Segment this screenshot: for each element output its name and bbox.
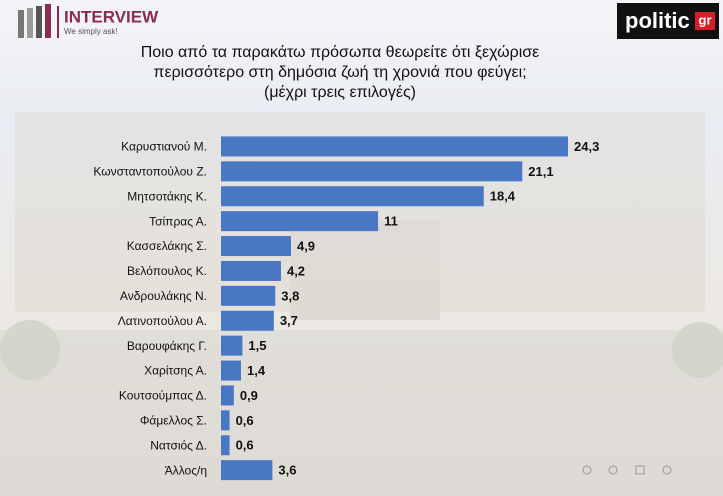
category-label: Νατσιός Δ.: [150, 438, 207, 452]
category-label: Άλλος/η: [165, 463, 207, 477]
zoom-toolbar: [582, 465, 672, 475]
value-label: 4,9: [297, 238, 315, 253]
value-label: 21,1: [528, 164, 553, 179]
publisher-suffix: gr: [699, 12, 712, 27]
bar: [221, 260, 281, 281]
bar: [221, 136, 568, 157]
bar: [221, 285, 276, 306]
category-label: Φάμελλος Σ.: [140, 414, 207, 428]
bar: [221, 460, 273, 481]
value-label: 1,5: [248, 338, 266, 353]
interview-logo: INTERVIEW We simply ask!: [18, 4, 159, 38]
category-label: Ανδρουλάκης Ν.: [120, 289, 207, 303]
value-label: 4,2: [287, 263, 305, 278]
bar: [221, 385, 234, 406]
bar: [221, 310, 274, 331]
value-label: 0,6: [236, 413, 254, 428]
zoom-out[interactable]: [608, 465, 618, 475]
value-label: 1,4: [247, 363, 266, 378]
category-label: Καρυστιανού Μ.: [121, 140, 207, 154]
category-label: Τσίπρας Α.: [149, 214, 207, 228]
value-label: 0,9: [240, 388, 258, 403]
value-label: 18,4: [490, 189, 516, 204]
zoom-pan[interactable]: [635, 465, 645, 475]
category-label: Λατινοπούλου Α.: [118, 314, 207, 328]
category-label: Κωνσταντοπούλου Ζ.: [93, 165, 207, 179]
category-label: Κουτσούμπας Δ.: [119, 389, 207, 403]
category-label: Βαρουφάκης Γ.: [127, 339, 207, 353]
bar: [221, 211, 379, 232]
value-label: 0,6: [236, 438, 254, 453]
bar: [221, 360, 241, 381]
bar: [221, 186, 484, 207]
publisher-logo: politic gr: [617, 3, 719, 39]
value-label: 3,8: [281, 288, 299, 303]
bar: [221, 435, 230, 456]
logo-tagline: We simply ask!: [64, 27, 118, 36]
category-label: Βελόπουλος Κ.: [127, 264, 207, 278]
category-label: Μητσοτάκης Κ.: [127, 189, 207, 203]
value-label: 24,3: [574, 139, 599, 154]
value-label: 11: [384, 214, 398, 229]
publisher-name: politic: [625, 8, 690, 33]
zoom-in[interactable]: [582, 465, 592, 475]
zoom-reset[interactable]: [662, 465, 672, 475]
bar: [221, 335, 243, 356]
value-label: 3,7: [280, 313, 298, 328]
value-label: 3,6: [278, 463, 296, 478]
bar: [221, 236, 291, 257]
category-label: Κασσελάκης Σ.: [127, 239, 207, 253]
bar: [221, 410, 230, 431]
bar: [221, 161, 523, 182]
category-label: Χαρίτσης Α.: [144, 364, 207, 378]
logo-name: INTERVIEW: [64, 7, 159, 26]
chart-title: Ποιο από τα παρακάτω πρόσωπα θεωρείτε ότ…: [140, 44, 540, 101]
